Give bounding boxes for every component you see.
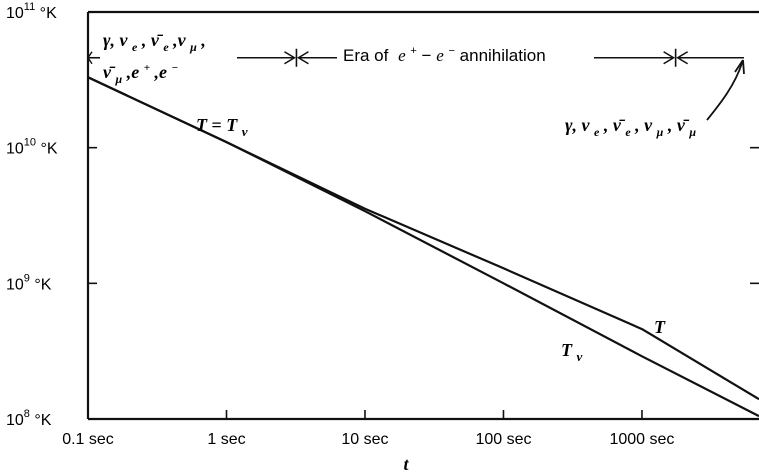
- left-species-eminus-sup: −: [171, 62, 178, 74]
- label-nu-sub: ν: [242, 124, 248, 139]
- era-eplus-sup: +: [410, 45, 416, 57]
- era-start-cap: [87, 51, 93, 65]
- y-tick-label-unit-2: °K: [36, 141, 58, 158]
- x-tick-label-1: 1 sec: [207, 431, 245, 448]
- era-eplus: e: [398, 46, 406, 65]
- right-species-arrowhead: [734, 59, 745, 75]
- left-species-comma3: ,: [200, 30, 206, 50]
- left-species-nubar-e: ν̄: [151, 30, 164, 50]
- axis-ticks: [87, 11, 759, 420]
- y-tick-label-unit-1: °K: [30, 276, 52, 293]
- label-T-equals-Tnu: T = T ν: [196, 115, 248, 139]
- right-species-sub-e1: e: [594, 125, 600, 139]
- era-label-prefix: Era of: [343, 46, 389, 65]
- y-tick-label-0: 108 °K: [6, 408, 52, 429]
- y-tick-label-exp-2: 10: [24, 137, 36, 149]
- y-tick-label-base-2: 10: [6, 141, 24, 158]
- era-tail: annihilation: [460, 46, 546, 65]
- left-species-sub-e1: e: [132, 40, 138, 54]
- left-species-comma1: ,: [141, 30, 151, 50]
- era-eminus-sup: −: [448, 45, 454, 57]
- series-line-1: [87, 76, 759, 418]
- y-tick-label-2: 1010 °K: [6, 137, 58, 158]
- label-Tnu: T ν: [561, 340, 583, 364]
- left-species-line2: ν̄ μ ,e + ,e −: [103, 55, 178, 87]
- y-tick-label-base-3: 10: [6, 5, 24, 22]
- era-annotation: [87, 48, 744, 67]
- y-tick-label-base-0: 10: [6, 412, 24, 429]
- left-species-comma5: ,e: [153, 62, 167, 82]
- right-species-sub-mu2: μ: [688, 125, 696, 139]
- right-species-comma3: ,: [667, 115, 677, 135]
- left-species-comma4: ,e: [126, 62, 140, 82]
- left-species-sub-e2: e: [163, 40, 169, 54]
- left-species-comma2: ,ν: [172, 30, 187, 50]
- right-species-gamma-nu: γ, ν: [565, 115, 590, 135]
- y-tick-label-1: 109 °K: [6, 272, 52, 293]
- x-tick-labels: 0.1 sec 1 sec 10 sec 100 sec 1000 sec: [62, 431, 674, 448]
- era-eminus: e: [436, 46, 444, 65]
- x-axis-label: t: [403, 454, 409, 474]
- label-T: T: [654, 317, 666, 337]
- right-species-nubar-mu: ν̄: [677, 115, 690, 135]
- right-species: γ, ν e , ν̄ e , ν μ , ν̄ μ: [565, 115, 696, 140]
- label-T-right: T: [226, 115, 238, 135]
- y-tick-label-3: 1011 °K: [6, 1, 57, 22]
- era-arrow-left-0: [284, 51, 296, 65]
- label-T-left: T: [196, 115, 208, 135]
- series-lines: [87, 76, 759, 418]
- x-tick-label-4: 1000 sec: [609, 431, 674, 448]
- left-species-line1: γ, ν e , ν̄ e ,ν μ ,: [103, 30, 206, 55]
- era-label: Era of e + − e − annihilation: [343, 39, 546, 65]
- y-tick-label-base-1: 10: [6, 276, 24, 293]
- era-arrow-left-1: [663, 51, 676, 65]
- y-tick-label-exp-3: 11: [24, 1, 35, 13]
- y-tick-label-unit-3: °K: [35, 5, 57, 22]
- label-equals: =: [212, 115, 227, 135]
- right-species-nubar-e: ν̄: [613, 115, 626, 135]
- x-tick-label-0: 0.1 sec: [62, 431, 114, 448]
- y-tick-label-exp-1: 9: [24, 272, 30, 284]
- left-species-gamma-nu: γ, ν: [103, 30, 128, 50]
- y-tick-label-unit-0: °K: [30, 412, 52, 429]
- left-species-sub-mu1: μ: [189, 40, 197, 54]
- era-dash: −: [422, 46, 437, 65]
- left-species-nubar-mu: ν̄: [103, 62, 116, 82]
- x-tick-label-3: 100 sec: [475, 431, 531, 448]
- left-species-sub-mu2: μ: [115, 72, 123, 86]
- era-arrow-right-0: [296, 51, 309, 65]
- right-species-sub-mu1: μ: [656, 125, 664, 139]
- label-Tnu-sub: ν: [577, 349, 583, 364]
- right-species-comma1: ,: [603, 115, 613, 135]
- era-arrow-right-1: [676, 51, 689, 65]
- left-species-eplus-sup: +: [144, 62, 150, 74]
- label-Tnu-main: T: [561, 340, 573, 360]
- x-tick-label-2: 10 sec: [341, 431, 388, 448]
- y-tick-label-exp-0: 8: [24, 408, 30, 420]
- right-species-arrow: [706, 62, 743, 121]
- right-species-sub-e2: e: [625, 125, 631, 139]
- right-species-comma2: , ν: [634, 115, 653, 135]
